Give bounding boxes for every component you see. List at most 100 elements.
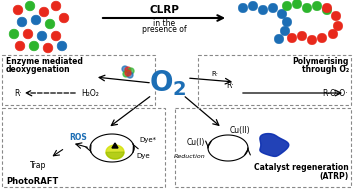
Circle shape	[122, 66, 128, 72]
Circle shape	[297, 31, 307, 41]
Circle shape	[322, 3, 332, 13]
Polygon shape	[112, 143, 118, 148]
Text: H₂O₂: H₂O₂	[81, 88, 99, 98]
Circle shape	[15, 41, 25, 51]
Circle shape	[36, 30, 48, 42]
Circle shape	[14, 40, 25, 51]
Circle shape	[317, 33, 328, 43]
Circle shape	[312, 1, 322, 11]
Circle shape	[17, 16, 28, 28]
Text: Enzyme mediated: Enzyme mediated	[6, 57, 83, 67]
Text: CLRP: CLRP	[149, 5, 179, 15]
Text: through O₂: through O₂	[302, 66, 349, 74]
Circle shape	[307, 35, 317, 45]
Text: (ATRP): (ATRP)	[320, 173, 349, 181]
Circle shape	[274, 34, 284, 44]
Text: R·: R·	[226, 81, 234, 91]
Circle shape	[330, 11, 341, 22]
Circle shape	[292, 0, 302, 9]
Circle shape	[57, 41, 67, 51]
Circle shape	[247, 1, 258, 12]
Circle shape	[281, 16, 293, 28]
Circle shape	[297, 30, 307, 42]
Circle shape	[301, 2, 312, 13]
Text: Trap: Trap	[30, 160, 46, 170]
Text: Cu(I): Cu(I)	[187, 138, 205, 146]
Circle shape	[38, 6, 49, 18]
Circle shape	[29, 40, 40, 51]
Circle shape	[8, 29, 19, 40]
Text: Cu(II): Cu(II)	[230, 125, 251, 135]
Circle shape	[45, 19, 55, 29]
Circle shape	[258, 5, 268, 15]
Circle shape	[13, 5, 23, 15]
Text: R-O-O·: R-O-O·	[323, 88, 348, 98]
Polygon shape	[106, 145, 124, 159]
Text: $\mathbf{O_2}$: $\mathbf{O_2}$	[149, 68, 187, 98]
Circle shape	[59, 13, 69, 23]
Text: R·: R·	[211, 71, 219, 77]
Circle shape	[322, 5, 333, 15]
Text: Dye: Dye	[136, 153, 150, 159]
Circle shape	[328, 29, 339, 40]
Text: deoxygenation: deoxygenation	[6, 66, 71, 74]
Circle shape	[311, 1, 323, 12]
Circle shape	[56, 40, 67, 51]
Circle shape	[282, 17, 292, 27]
Text: Dye*: Dye*	[139, 137, 156, 143]
Circle shape	[281, 1, 293, 12]
Circle shape	[37, 31, 47, 41]
Circle shape	[277, 9, 287, 19]
Circle shape	[322, 5, 332, 15]
Circle shape	[238, 2, 249, 13]
Circle shape	[44, 19, 55, 29]
Text: in the: in the	[153, 19, 175, 28]
Circle shape	[50, 30, 61, 42]
Circle shape	[9, 29, 19, 39]
Circle shape	[17, 17, 27, 27]
Circle shape	[29, 41, 39, 51]
Circle shape	[306, 35, 317, 46]
Circle shape	[127, 72, 133, 78]
Circle shape	[282, 1, 292, 11]
Circle shape	[23, 29, 33, 39]
Circle shape	[43, 43, 53, 53]
Circle shape	[248, 1, 258, 11]
Circle shape	[125, 70, 131, 76]
Circle shape	[322, 2, 333, 13]
Circle shape	[59, 12, 70, 23]
Circle shape	[280, 26, 291, 36]
Circle shape	[42, 43, 54, 53]
Circle shape	[292, 0, 303, 9]
Circle shape	[268, 3, 278, 13]
Circle shape	[302, 3, 312, 13]
Circle shape	[331, 11, 341, 21]
Circle shape	[238, 3, 248, 13]
Circle shape	[333, 21, 343, 31]
Circle shape	[128, 68, 134, 74]
Circle shape	[328, 29, 338, 39]
Text: Reduction: Reduction	[174, 153, 206, 159]
Circle shape	[333, 20, 343, 32]
Circle shape	[257, 5, 269, 15]
Circle shape	[125, 67, 131, 73]
Circle shape	[287, 33, 297, 43]
Circle shape	[280, 26, 290, 36]
Circle shape	[287, 33, 298, 43]
Circle shape	[50, 1, 61, 12]
Circle shape	[12, 5, 24, 15]
Polygon shape	[106, 152, 124, 159]
Polygon shape	[260, 134, 289, 156]
Text: PhotoRAFT: PhotoRAFT	[6, 177, 58, 187]
Circle shape	[25, 1, 35, 11]
Circle shape	[23, 29, 34, 40]
Circle shape	[317, 33, 327, 43]
Text: Catalyst regeneration: Catalyst regeneration	[254, 163, 349, 173]
Circle shape	[31, 15, 41, 25]
Text: presence of: presence of	[142, 26, 186, 35]
Circle shape	[30, 15, 42, 26]
Circle shape	[24, 1, 36, 12]
Circle shape	[276, 9, 287, 19]
Text: ROS: ROS	[69, 132, 87, 142]
Text: R·: R·	[14, 88, 22, 98]
